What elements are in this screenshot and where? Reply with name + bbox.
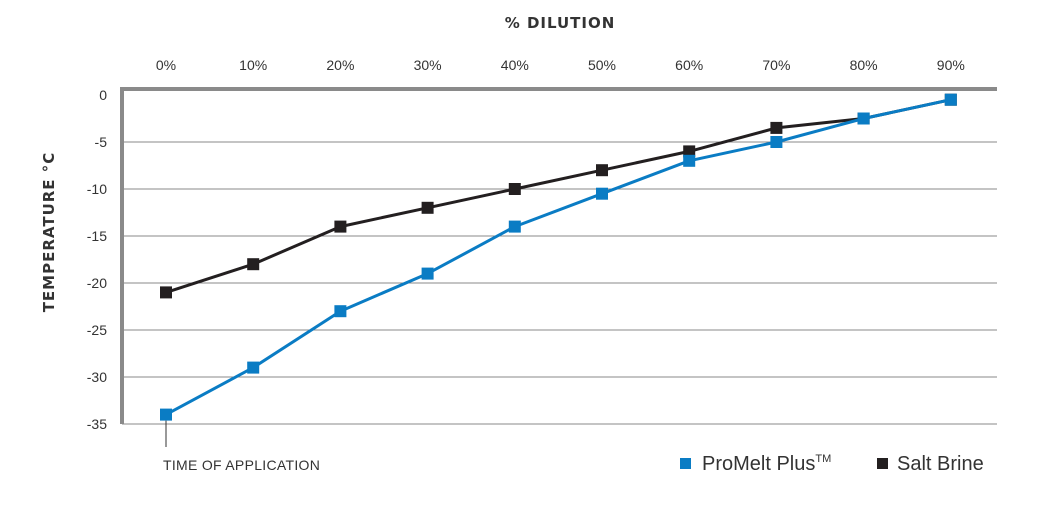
data-point-marker [683,145,696,158]
x-axis-title: % DILUTION [505,14,616,32]
x-tick-label: 20% [326,57,354,73]
legend-label-promelt: ProMelt PlusTM [702,453,831,475]
legend: ProMelt PlusTM Salt Brine [680,453,984,475]
y-tick-label: -30 [87,369,107,385]
x-tick-label: 80% [850,57,878,73]
x-tick-label: 60% [675,57,703,73]
data-point-marker [247,361,260,374]
series-line [165,98,952,416]
data-point-marker [683,154,696,167]
data-point-marker [770,121,783,134]
legend-marker-promelt [680,458,691,469]
y-tick-label: -10 [87,181,107,197]
y-tick-label: -25 [87,322,107,338]
x-tick-label: 70% [762,57,790,73]
data-point-marker [160,408,172,421]
gridlines [122,141,997,378]
x-tick-label: 0% [156,57,176,73]
series-lines [160,93,957,421]
annotation-label: TIME OF APPLICATION [163,457,320,473]
series-line [165,98,952,294]
y-tick-labels: 0 -5 -10 -15 -20 -25 -30 -35 [87,87,107,432]
legend-marker-salt-brine [877,458,888,469]
x-tick-label: 90% [937,57,965,73]
x-tick-label: 30% [414,57,442,73]
data-point-marker [421,267,434,280]
data-point-marker [770,136,783,148]
data-point-marker [596,187,608,200]
data-point-marker [334,305,347,318]
data-point-marker [857,112,870,125]
x-tick-label: 40% [501,57,529,73]
y-axis-title: TEMPERATURE °C [40,152,58,313]
axes [120,87,997,425]
data-point-marker [334,220,347,233]
y-tick-label: -5 [95,134,108,150]
x-tick-labels: 0% 10% 20% 30% 40% 50% 60% 70% 80% 90% [156,57,965,73]
y-tick-label: -35 [87,416,107,432]
data-point-marker [596,164,608,177]
data-point-marker [247,258,260,271]
y-tick-label: 0 [99,87,107,103]
y-tick-label: -20 [87,275,107,291]
data-point-marker [944,93,957,106]
x-tick-label: 50% [588,57,616,73]
legend-label-salt-brine: Salt Brine [897,453,984,475]
data-point-marker [421,201,434,214]
x-tick-label: 10% [239,57,267,73]
data-point-marker [508,183,521,195]
series-promelt-plus [160,93,957,421]
y-tick-label: -15 [87,228,107,244]
data-point-marker [160,286,172,299]
data-point-marker [508,220,521,233]
